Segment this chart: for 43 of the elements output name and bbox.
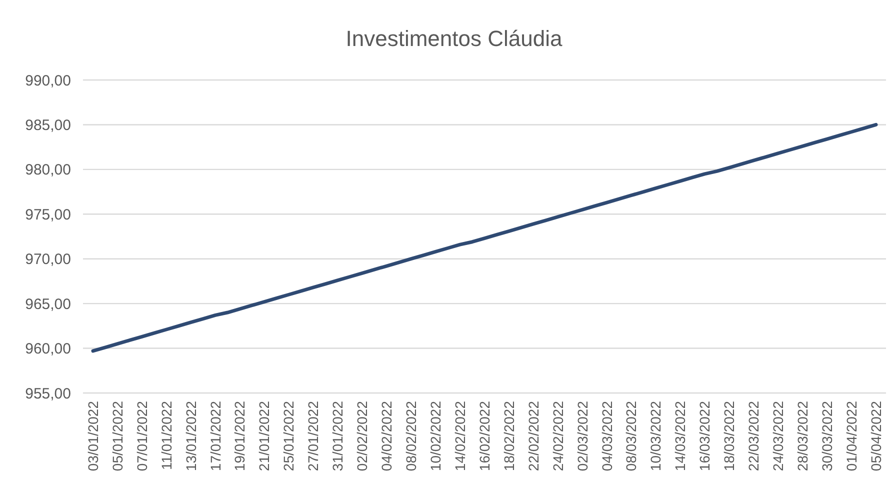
x-tick-label: 05/01/2022	[109, 400, 126, 472]
x-tick-label: 22/02/2022	[525, 400, 542, 472]
y-tick-label: 985,00	[25, 116, 71, 134]
x-tick-label: 21/01/2022	[256, 400, 272, 472]
chart-title: Investimentos Cláudia	[346, 26, 563, 51]
x-tick-label: 17/01/2022	[207, 400, 224, 472]
x-tick-label: 05/04/2022	[868, 400, 884, 472]
y-tick-label: 970,00	[25, 251, 71, 268]
x-tick-label: 25/01/2022	[280, 400, 297, 472]
x-tick-label: 10/02/2022	[427, 400, 444, 472]
x-tick-label: 31/01/2022	[330, 400, 346, 472]
x-tick-label: 24/03/2022	[770, 400, 786, 472]
x-tick-label: 28/03/2022	[794, 400, 810, 472]
x-tick-label: 02/03/2022	[574, 400, 590, 472]
x-tick-label: 04/03/2022	[598, 400, 615, 472]
line-series	[91, 122, 878, 353]
x-tick-label: 16/03/2022	[696, 400, 713, 472]
x-tick-label: 19/01/2022	[232, 400, 248, 472]
x-tick-label: 16/02/2022	[476, 400, 492, 472]
x-tick-label: 18/03/2022	[721, 400, 738, 472]
x-tick-label: 22/03/2022	[746, 400, 762, 472]
x-tick-label: 07/01/2022	[134, 400, 150, 472]
x-tick-label: 14/02/2022	[452, 400, 468, 472]
x-tick-label: 13/01/2022	[182, 400, 199, 472]
x-tick-label: 10/03/2022	[648, 400, 664, 472]
x-tick-label: 11/01/2022	[158, 400, 174, 470]
y-tick-label: 980,00	[25, 162, 71, 179]
x-tick-label: 30/03/2022	[818, 400, 835, 472]
y-tick-label: 965,00	[25, 296, 71, 313]
x-tick-label: 18/02/2022	[500, 400, 517, 472]
y-tick-label: 990,00	[25, 72, 71, 90]
y-tick-label: 955,00	[25, 385, 71, 402]
x-tick-label: 08/03/2022	[623, 400, 640, 472]
x-tick-label: 01/04/2022	[843, 400, 860, 472]
y-tick-label: 975,00	[25, 206, 71, 224]
x-tick-label: 27/01/2022	[305, 400, 322, 472]
y-tick-label: 960,00	[25, 340, 71, 358]
x-tick-label: 02/02/2022	[354, 400, 370, 472]
x-tick-label: 03/01/2022	[84, 400, 101, 472]
x-tick-label: 14/03/2022	[672, 400, 688, 472]
x-tick-label: 24/02/2022	[550, 400, 566, 472]
x-tick-label: 08/02/2022	[402, 400, 419, 472]
x-tick-label: 04/02/2022	[378, 400, 395, 472]
